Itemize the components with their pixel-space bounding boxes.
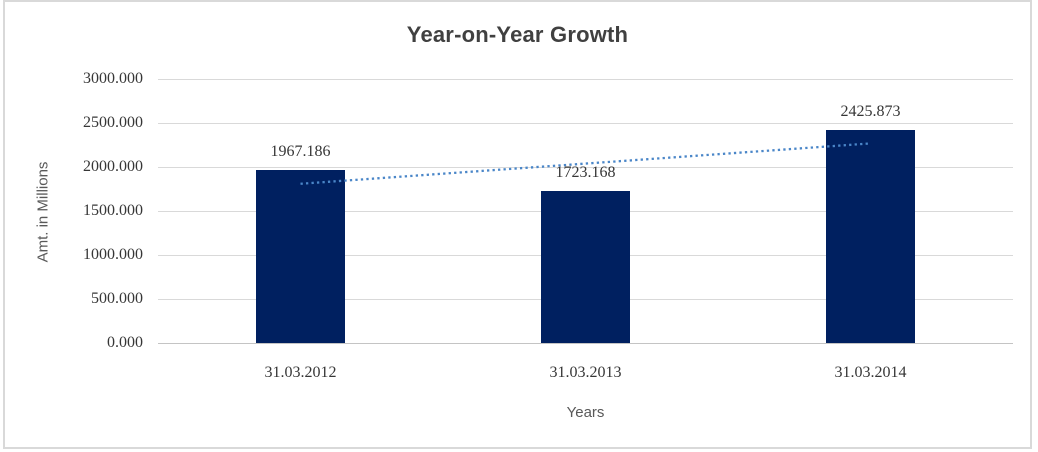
- bar-value-label: 2425.873: [840, 102, 901, 120]
- bar: [256, 169, 345, 343]
- chart-title: Year-on-Year Growth: [406, 22, 629, 47]
- gridline: [158, 123, 1013, 124]
- gridline: [158, 343, 1013, 344]
- bar-value-label: 1723.168: [555, 164, 616, 182]
- x-tick-label: 31.03.2012: [264, 364, 337, 381]
- y-tick-label: 1500.000: [83, 202, 143, 219]
- y-tick-label: 500.000: [91, 290, 143, 307]
- y-tick-label: 2000.000: [83, 158, 143, 175]
- y-tick-label: 2500.000: [83, 114, 143, 131]
- y-tick-label: 0.000: [107, 334, 143, 351]
- gridline: [158, 79, 1013, 80]
- y-tick-label: 3000.000: [83, 70, 143, 87]
- x-tick-label: 31.03.2014: [834, 364, 907, 381]
- x-axis-title: Years: [566, 404, 605, 421]
- bar: [826, 129, 915, 343]
- bar: [541, 191, 630, 343]
- y-tick-label: 1000.000: [83, 246, 143, 263]
- x-tick-label: 31.03.2013: [549, 364, 622, 381]
- bar-value-label: 1967.186: [270, 142, 331, 160]
